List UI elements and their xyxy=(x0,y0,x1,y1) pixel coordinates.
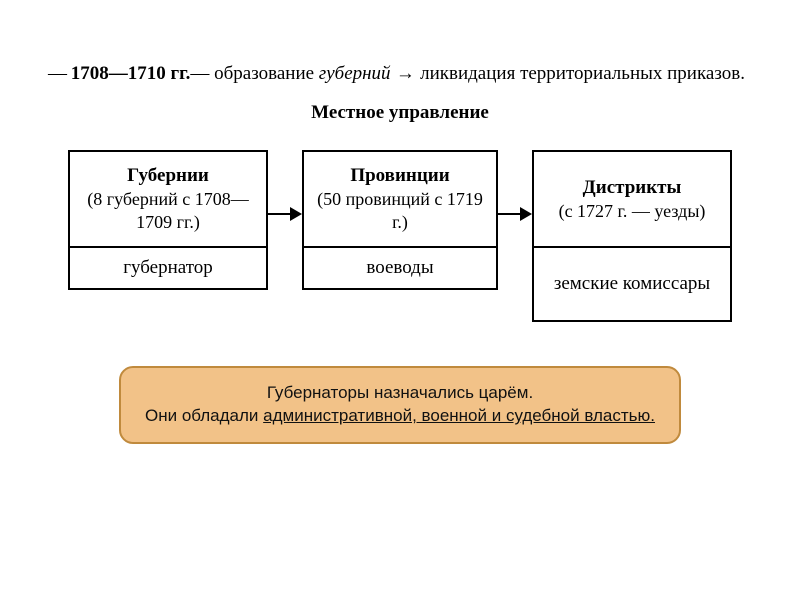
arrow-2 xyxy=(498,203,532,225)
unit-distrikty: Дистрикты (с 1727 г. — уезды) земские ко… xyxy=(532,150,732,322)
intro-years: 1708—1710 гг. xyxy=(71,63,191,84)
subtitle-distrikty: (с 1727 г. — уезды) xyxy=(559,200,706,223)
box-bottom-distrikty: земские комиссары xyxy=(532,246,732,322)
section-title: Местное управление xyxy=(48,102,752,124)
box-top-distrikty: Дистрикты (с 1727 г. — уезды) xyxy=(532,150,732,246)
official-distrikty: земские комиссары xyxy=(554,272,710,297)
unit-provintsii: Провинции (50 провинций с 1719 г.) воево… xyxy=(302,150,498,322)
note-box: Губернаторы назначались царём. Они облад… xyxy=(119,366,681,444)
official-provintsii: воеводы xyxy=(366,256,433,281)
unit-gubernii: Губернии (8 губерний с 1708—1709 гг.) гу… xyxy=(68,150,268,322)
diagram-row: Губернии (8 губерний с 1708—1709 гг.) гу… xyxy=(48,150,752,322)
official-gubernii: губернатор xyxy=(123,256,213,281)
title-provintsii: Провинции xyxy=(350,164,449,188)
intro-italic: губерний xyxy=(319,63,391,84)
title-distrikty: Дистрикты xyxy=(583,176,682,200)
intro-text: — 1708—1710 гг.— образование губерний → … xyxy=(48,59,752,88)
subtitle-provintsii: (50 провинций с 1719 г.) xyxy=(312,188,488,235)
box-bottom-provintsii: воеводы xyxy=(302,246,498,290)
note-line1: Губернаторы назначались царём. xyxy=(145,382,655,405)
note-line2: Они обладали административной, военной и… xyxy=(145,405,655,428)
arrow-1 xyxy=(268,203,302,225)
box-top-provintsii: Провинции (50 провинций с 1719 г.) xyxy=(302,150,498,246)
intro-after: ликвидация территориальных приказов. xyxy=(420,63,745,84)
intro-arrow: → xyxy=(391,63,421,84)
title-gubernii: Губернии xyxy=(127,164,209,188)
intro-before: — образование xyxy=(190,63,318,84)
box-top-gubernii: Губернии (8 губерний с 1708—1709 гг.) xyxy=(68,150,268,246)
box-bottom-gubernii: губернатор xyxy=(68,246,268,290)
subtitle-gubernii: (8 губерний с 1708—1709 гг.) xyxy=(78,188,258,235)
